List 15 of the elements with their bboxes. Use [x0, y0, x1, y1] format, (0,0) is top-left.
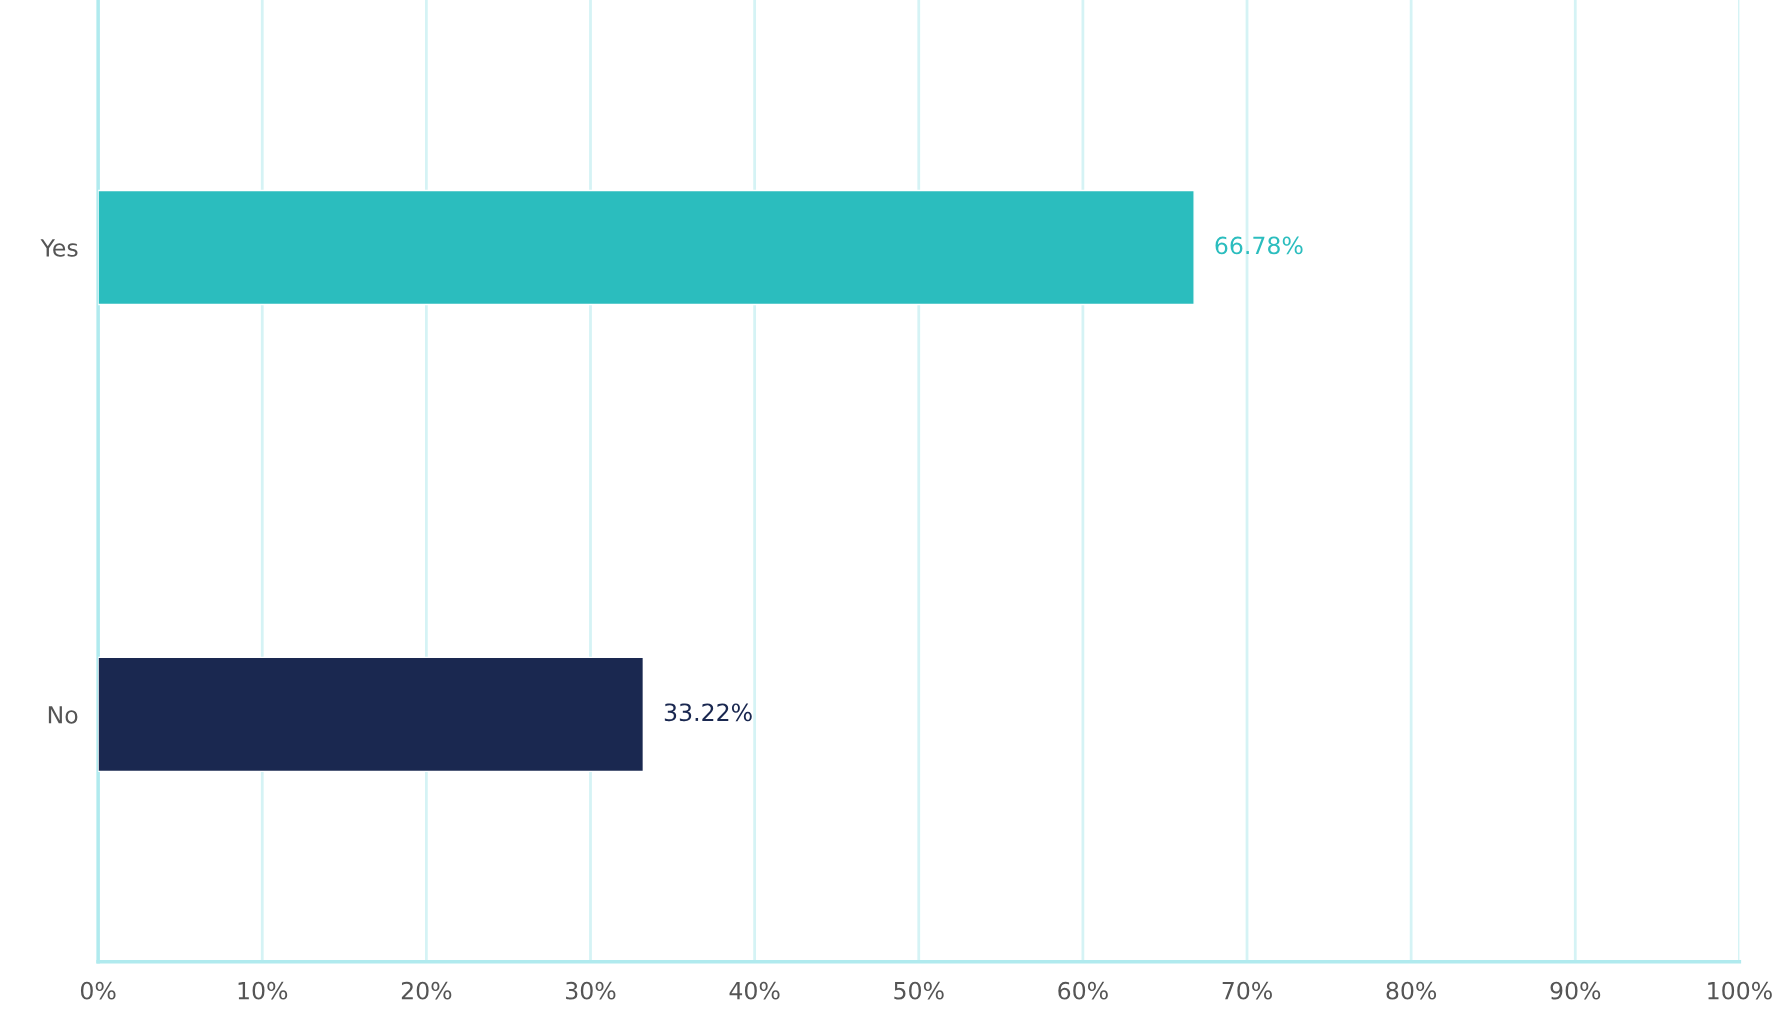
x-tick-label: 90%: [1550, 981, 1601, 1000]
x-tick-label: 0%: [80, 981, 116, 1000]
x-tick-label: 30%: [566, 981, 616, 1000]
x-tick-label: 50%: [894, 981, 944, 1000]
x-tick-label: 80%: [1386, 981, 1437, 1000]
x-tick-label: 40%: [729, 981, 780, 1000]
data-label: 66.78%: [1215, 236, 1303, 255]
y-tick-label: No: [48, 706, 78, 724]
x-tick-label: 20%: [401, 981, 452, 1000]
data-label: 33.22%: [664, 703, 752, 722]
x-tick-label: 100%: [1708, 981, 1772, 1000]
x-tick-label: 10%: [238, 981, 288, 1000]
x-tick-label: 60%: [1058, 981, 1108, 1000]
x-tick-label: 70%: [1222, 981, 1272, 1000]
y-tick-label: Yes: [40, 239, 78, 257]
